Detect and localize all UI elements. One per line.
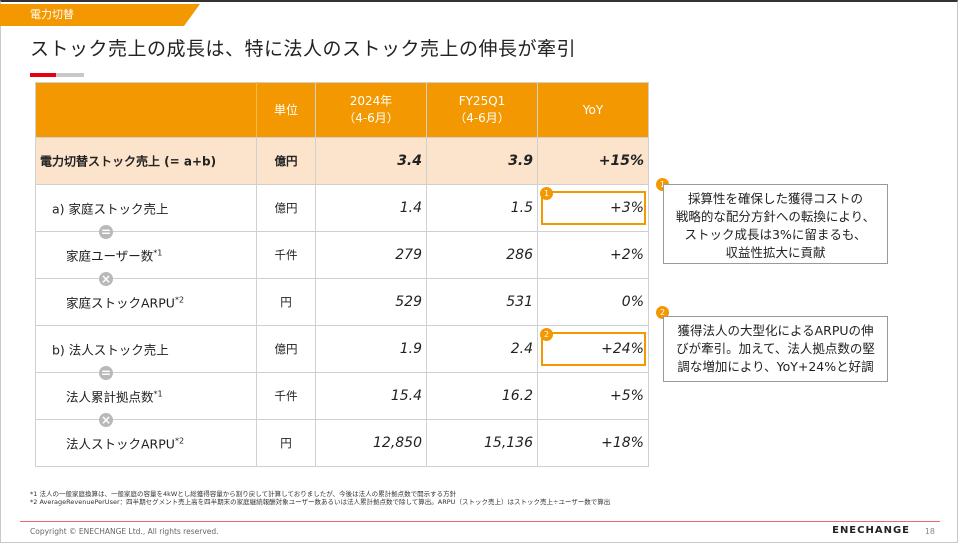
row-unit: 億円 — [256, 325, 316, 373]
highlight-box-2 — [541, 332, 646, 366]
row-yoy: 0% — [537, 278, 649, 326]
row-value-fy25q1: 15,136 — [426, 419, 538, 467]
row-value-fy25q1: 2.4 — [426, 325, 538, 373]
row-yoy: +15% — [537, 137, 649, 185]
row-label: a) 家庭ストック売上 — [52, 201, 169, 217]
row-label: 電力切替ストック売上 (= a+b) — [40, 154, 217, 169]
note-box-2: 獲得法人の大型化によるARPUの伸 びが牽引。加えて、法人拠点数の堅 調な増加に… — [663, 316, 888, 382]
note-line: びが牽引。加えて、法人拠点数の堅 — [676, 341, 875, 356]
footnote-2: *2 AverageRevenuePerUser：四半期セグメント売上高を四半期… — [30, 498, 611, 506]
note-box-1: 採算性を確保した獲得コストの 戦略的な配分方針への転換により、 ストック成長は3… — [663, 184, 888, 264]
row-yoy-value: +3% — [610, 200, 644, 216]
badge-two: 2 — [540, 328, 553, 341]
header-blank — [35, 82, 257, 138]
row-label: 家庭ストックARPU*2 — [66, 295, 185, 311]
note-line: 戦略的な配分方針への転換により、 — [675, 209, 876, 224]
note-line: 獲得法人の大型化によるARPUの伸 — [677, 323, 874, 338]
multiply-icon: × — [99, 272, 113, 286]
table-row-corp-sites: = 法人累計拠点数*1 千件 15.4 16.2 +5% — [35, 366, 649, 420]
page-title: ストック売上の成長は、特に法人のストック売上の伸長が牽引 — [30, 38, 577, 60]
row-unit: 億円 — [256, 184, 316, 232]
section-tag: 電力切替 — [0, 4, 200, 26]
row-unit: 円 — [256, 278, 316, 326]
row-label: b) 法人ストック売上 — [52, 342, 169, 358]
header-fy25q1: FY25Q1 （4-6月） — [426, 82, 538, 138]
table-row-corp-arpu: × 法人ストックARPU*2 円 12,850 15,136 +18% — [35, 413, 649, 467]
header-yoy: YoY — [537, 82, 649, 138]
row-value-2024: 529 — [315, 278, 427, 326]
header-unit: 単位 — [256, 82, 316, 138]
table-header-row: 単位 2024年 （4-6月） FY25Q1 （4-6月） YoY — [35, 82, 649, 138]
header-2024: 2024年 （4-6月） — [315, 82, 427, 138]
row-yoy-highlighted: 1 +3% — [537, 184, 649, 232]
kpi-table: 単位 2024年 （4-6月） FY25Q1 （4-6月） YoY 電力切替ストック… — [35, 82, 649, 467]
copyright: Copyright © ENECHANGE Ltd., All rights r… — [30, 527, 219, 536]
row-value-fy25q1: 3.9 — [426, 137, 538, 185]
table-row-home-stock: a) 家庭ストック売上 億円 1.4 1.5 1 +3% — [35, 184, 649, 232]
row-value-fy25q1: 1.5 — [426, 184, 538, 232]
footnotes: *1 法人の一般家庭換算は、一般家庭の容量を4kWとし総獲得容量から割り戻して計… — [30, 490, 610, 506]
note-line: 調な増加により、YoY+24%と好調 — [677, 359, 874, 374]
note-line: 収益性拡大に貢献 — [725, 245, 826, 260]
row-unit: 千件 — [256, 231, 316, 279]
badge-one: 1 — [540, 187, 553, 200]
equals-icon: = — [99, 366, 113, 380]
row-yoy: +5% — [537, 372, 649, 420]
row-value-fy25q1: 286 — [426, 231, 538, 279]
row-value-fy25q1: 531 — [426, 278, 538, 326]
table-row-home-arpu: × 家庭ストックARPU*2 円 529 531 0% — [35, 272, 649, 326]
note-line: 採算性を確保した獲得コストの — [687, 191, 863, 206]
title-underline-red — [30, 73, 56, 77]
row-label: 法人累計拠点数*1 — [66, 389, 163, 405]
row-value-2024: 12,850 — [315, 419, 427, 467]
multiply-icon: × — [99, 413, 113, 427]
note-line: ストック成長は3%に留まるも、 — [684, 227, 867, 242]
row-yoy: +18% — [537, 419, 649, 467]
row-unit: 億円 — [256, 137, 316, 185]
highlight-box-1 — [541, 191, 646, 225]
row-value-2024: 15.4 — [315, 372, 427, 420]
row-value-fy25q1: 16.2 — [426, 372, 538, 420]
row-label: 法人ストックARPU*2 — [66, 436, 185, 452]
note-badge-two: 2 — [656, 306, 669, 319]
row-yoy-highlighted: 2 +24% — [537, 325, 649, 373]
equals-icon: = — [99, 225, 113, 239]
row-yoy-value: +24% — [601, 341, 644, 357]
row-value-2024: 1.9 — [315, 325, 427, 373]
row-unit: 円 — [256, 419, 316, 467]
table-row-corp-stock: b) 法人ストック売上 億円 1.9 2.4 2 +24% — [35, 325, 649, 373]
enechange-logo: ENECHANGE — [832, 525, 910, 536]
table-row-home-users: = 家庭ユーザー数*1 千件 279 286 +2% — [35, 225, 649, 279]
title-underline-gray — [56, 73, 84, 77]
row-value-2024: 1.4 — [315, 184, 427, 232]
row-label: 家庭ユーザー数*1 — [66, 248, 163, 264]
row-value-2024: 279 — [315, 231, 427, 279]
footnote-1: *1 法人の一般家庭換算は、一般家庭の容量を4kWとし総獲得容量から割り戻して計… — [30, 490, 457, 498]
row-value-2024: 3.4 — [315, 137, 427, 185]
page-number: 18 — [924, 527, 935, 536]
row-unit: 千件 — [256, 372, 316, 420]
row-yoy: +2% — [537, 231, 649, 279]
table-row-total: 電力切替ストック売上 (= a+b) 億円 3.4 3.9 +15% — [35, 137, 649, 185]
footer-divider — [20, 521, 940, 522]
